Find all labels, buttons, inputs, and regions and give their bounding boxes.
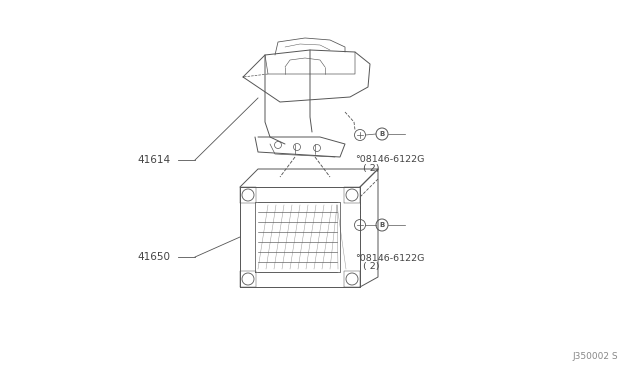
Text: °08146-6122G: °08146-6122G: [355, 155, 424, 164]
Text: B: B: [380, 131, 385, 137]
Text: ( 2): ( 2): [363, 164, 380, 173]
Text: B: B: [380, 222, 385, 228]
Text: 41614: 41614: [138, 155, 171, 165]
Text: ( 2): ( 2): [363, 262, 380, 271]
Text: 41650: 41650: [138, 252, 171, 262]
Text: J350002 S: J350002 S: [572, 352, 618, 361]
Text: °08146-6122G: °08146-6122G: [355, 254, 424, 263]
